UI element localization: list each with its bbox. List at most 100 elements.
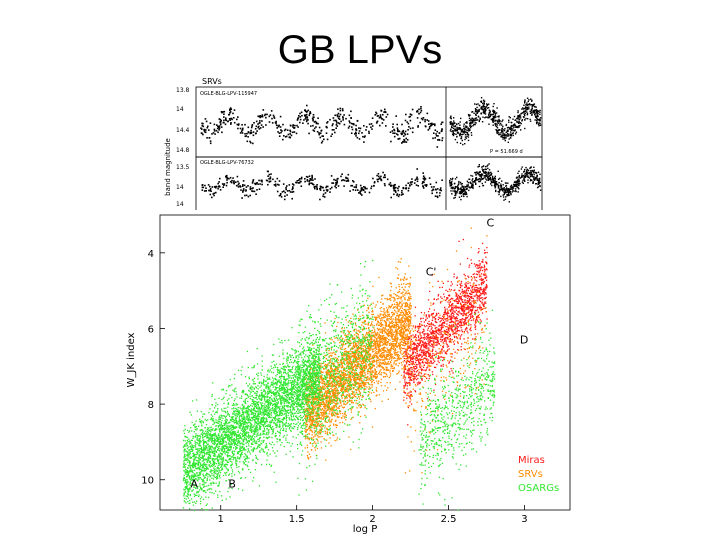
- point-miras: [461, 288, 463, 291]
- point-miras: [421, 355, 423, 357]
- lc-folded-point: [529, 112, 532, 114]
- lc-folded-point: [482, 116, 484, 118]
- lc-folded-point: [462, 189, 464, 192]
- lc-folded-point: [512, 124, 515, 126]
- lc-point: [347, 180, 350, 182]
- point-miras: [449, 299, 451, 301]
- point-miras: [474, 320, 477, 322]
- point-miras: [457, 330, 459, 332]
- lc-folded-point: [507, 193, 510, 195]
- point-miras: [437, 332, 439, 334]
- lc-folded-point: [526, 107, 529, 109]
- lc-folded-point: [512, 189, 514, 191]
- lc-point: [350, 122, 353, 125]
- lc-point: [360, 187, 363, 189]
- lc-folded-point: [533, 169, 535, 171]
- point-miras: [431, 333, 433, 335]
- point-miras: [450, 289, 453, 291]
- point-miras: [426, 377, 428, 380]
- lc-folded-point: [475, 178, 477, 180]
- lc-point: [283, 190, 285, 192]
- lc-folded-point: [474, 181, 476, 183]
- point-miras: [410, 354, 412, 356]
- point-miras: [485, 287, 487, 289]
- point-miras: [443, 314, 445, 316]
- point-miras: [469, 292, 471, 295]
- lc-point: [201, 186, 204, 189]
- point-miras: [459, 283, 461, 285]
- point-miras: [460, 298, 462, 300]
- point-miras: [471, 287, 473, 289]
- lc-folded-point: [536, 175, 538, 177]
- lc-point: [428, 127, 431, 130]
- lc-folded-point: [539, 124, 542, 126]
- point-miras: [481, 278, 483, 280]
- lc-folded-point: [449, 183, 451, 185]
- point-miras: [415, 337, 418, 339]
- lc-point: [274, 185, 277, 187]
- point-miras: [443, 329, 446, 332]
- point-miras: [460, 306, 462, 308]
- point-miras: [455, 324, 457, 326]
- point-srvs: [320, 405, 322, 408]
- lc-folded-point: [532, 181, 534, 183]
- lc-point: [353, 186, 356, 188]
- point-miras: [435, 338, 437, 340]
- lc-folded-point: [502, 196, 505, 198]
- lc-folded-point: [459, 124, 461, 126]
- point-srvs: [313, 406, 315, 408]
- lc-folded-point: [477, 103, 479, 105]
- point-miras: [410, 335, 412, 337]
- lc-folded-point: [466, 184, 468, 186]
- lc-folded-point: [474, 103, 476, 105]
- point-srvs: [384, 312, 386, 314]
- lc-folded-point: [520, 112, 523, 115]
- point-miras: [486, 318, 488, 320]
- lc-folded-point: [509, 188, 512, 190]
- point-miras: [472, 307, 474, 309]
- lc-point: [284, 191, 286, 194]
- lc-point: [343, 185, 345, 187]
- point-miras: [405, 381, 408, 384]
- lc-point: [317, 117, 319, 119]
- point-miras: [409, 377, 411, 379]
- point-miras: [431, 319, 434, 321]
- lc-folded-point: [497, 131, 499, 133]
- point-miras: [417, 384, 419, 386]
- lc-folded-point: [452, 190, 454, 192]
- point-miras: [464, 302, 466, 304]
- point-srvs: [402, 325, 404, 327]
- point-miras: [409, 355, 412, 357]
- lc-point: [422, 185, 424, 187]
- lc-folded-point: [481, 174, 483, 176]
- lc-point: [440, 123, 442, 125]
- lc-folded-point: [510, 137, 512, 139]
- lc-folded-point: [485, 106, 488, 108]
- point-miras: [423, 336, 426, 338]
- point-miras: [435, 331, 437, 333]
- lc-folded-point: [496, 107, 498, 109]
- point-miras: [416, 374, 418, 377]
- lc-folded-point: [454, 196, 456, 199]
- lc-folded-point: [485, 174, 487, 176]
- lc-folded-point: [510, 134, 513, 137]
- lc-point: [355, 135, 357, 137]
- lc-folded-point: [527, 182, 529, 184]
- point-miras: [465, 284, 467, 286]
- lc-point: [337, 108, 339, 110]
- lc-point: [409, 113, 412, 115]
- point-miras: [409, 379, 411, 381]
- point-miras: [424, 361, 426, 363]
- lc-folded-point: [524, 114, 526, 117]
- lc-point: [381, 122, 384, 124]
- lc-point: [425, 184, 428, 186]
- point-miras: [484, 271, 486, 273]
- point-miras: [474, 321, 477, 323]
- point-miras: [432, 337, 435, 339]
- lc-folded-point: [488, 115, 490, 117]
- lc-folded-point: [465, 188, 467, 191]
- lc-point: [296, 181, 298, 184]
- point-miras: [478, 267, 480, 269]
- point-srvs: [359, 372, 362, 374]
- lc-folded-point: [519, 182, 521, 185]
